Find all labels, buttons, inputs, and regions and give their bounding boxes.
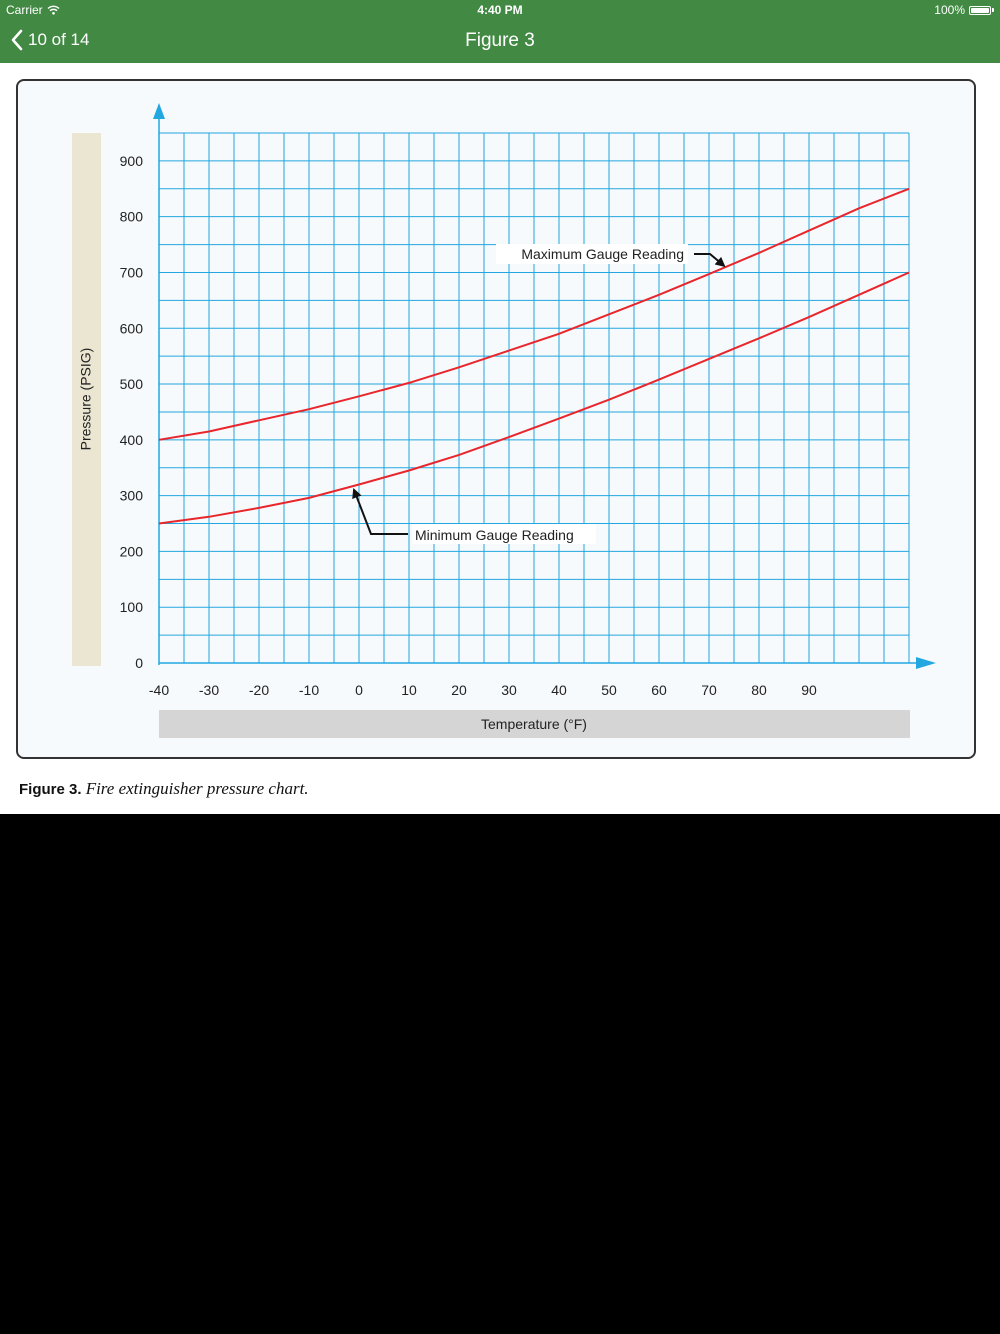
back-button-label: 10 of 14 (28, 30, 90, 49)
tick-labels: -40 -30 -20 -10 0 10 20 30 40 50 60 70 80 90010020030… (120, 153, 817, 698)
x-tick-label: -20 (249, 682, 269, 698)
y-tick-label: 300 (120, 488, 144, 504)
curves (158, 187, 910, 525)
y-axis-arrow-icon (153, 103, 165, 119)
max-gauge-curve (158, 187, 910, 441)
x-tick-label: 90 (801, 682, 817, 698)
x-tick-label: -10 (299, 682, 319, 698)
caption-text: Fire extinguisher pressure chart. (85, 779, 309, 798)
figure-caption: Figure 3. Fire extinguisher pressure cha… (19, 779, 309, 799)
x-axis-label: Temperature (°F) (481, 716, 587, 732)
back-button[interactable]: 10 of 14 (10, 29, 89, 51)
y-tick-label: 500 (120, 376, 144, 392)
max-gauge-label: Maximum Gauge Reading (521, 246, 684, 262)
y-tick-label: 0 (135, 655, 143, 671)
min-gauge-arrow (352, 487, 408, 535)
x-tick-label: 30 (501, 682, 517, 698)
y-tick-label: 800 (120, 209, 144, 225)
x-tick-label: 20 (451, 682, 467, 698)
x-tick-label: 60 (651, 682, 667, 698)
max-gauge-arrow (694, 253, 726, 268)
navigation-bar: 10 of 14 Figure 3 (0, 20, 1000, 63)
y-tick-label: 400 (120, 432, 144, 448)
x-label-band (159, 710, 910, 738)
x-tick-label: 0 (355, 682, 363, 698)
x-tick-label: -40 (149, 682, 169, 698)
min-gauge-label: Minimum Gauge Reading (415, 527, 574, 543)
x-tick-label: -30 (199, 682, 219, 698)
y-axis-label: Pressure (PSIG) (78, 348, 94, 451)
y-tick-label: 200 (120, 543, 144, 559)
y-label-band (72, 133, 101, 666)
battery-label: 100% (934, 3, 965, 17)
y-tick-label: 100 (120, 599, 144, 615)
annotations: Maximum Gauge Reading Minimum Gauge Readi… (352, 244, 726, 544)
y-tick-label: 700 (120, 264, 144, 280)
grid (158, 132, 910, 664)
caption-label: Figure 3. (19, 781, 82, 798)
x-tick-label: 10 (401, 682, 417, 698)
max-label-bg (496, 244, 688, 264)
min-gauge-curve (158, 271, 910, 525)
battery-icon (969, 5, 994, 15)
status-bar: Carrier 4:40 PM 100% (0, 0, 1000, 20)
y-tick-label: 900 (120, 153, 144, 169)
min-label-bg (412, 524, 596, 544)
y-tick-label: 600 (120, 320, 144, 336)
x-axis-arrow-icon (916, 657, 936, 669)
carrier-indicator: Carrier (6, 3, 60, 17)
x-tick-label: 70 (701, 682, 717, 698)
figure-frame: Pressure (PSIG) Temperature (°F) -40 -30 -… (16, 79, 976, 759)
battery-indicator: 100% (934, 3, 994, 17)
figure-content: Pressure (PSIG) Temperature (°F) -40 -30 -… (0, 63, 1000, 814)
status-time: 4:40 PM (477, 3, 523, 17)
x-tick-label: 50 (601, 682, 617, 698)
x-tick-label: 80 (751, 682, 767, 698)
axes (153, 103, 936, 669)
wifi-icon (47, 5, 60, 15)
x-tick-label: 40 (551, 682, 567, 698)
chevron-left-icon (11, 29, 23, 51)
carrier-label: Carrier (6, 3, 43, 17)
pressure-chart: Pressure (PSIG) Temperature (°F) -40 -30 -… (72, 103, 936, 738)
page-title: Figure 3 (465, 30, 535, 51)
